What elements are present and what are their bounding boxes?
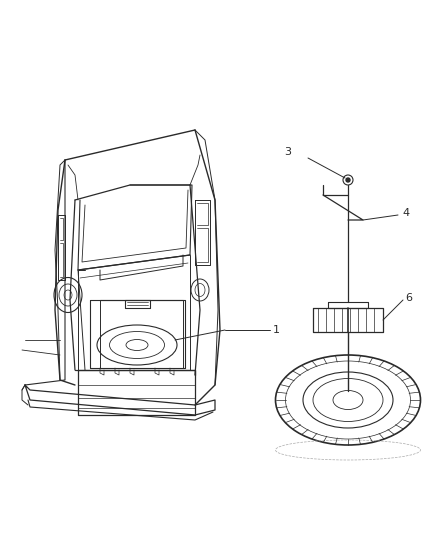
Text: 3: 3 bbox=[285, 147, 292, 157]
Text: 1: 1 bbox=[273, 325, 280, 335]
Circle shape bbox=[346, 178, 350, 182]
Text: 4: 4 bbox=[402, 208, 409, 218]
Text: 6: 6 bbox=[405, 293, 412, 303]
